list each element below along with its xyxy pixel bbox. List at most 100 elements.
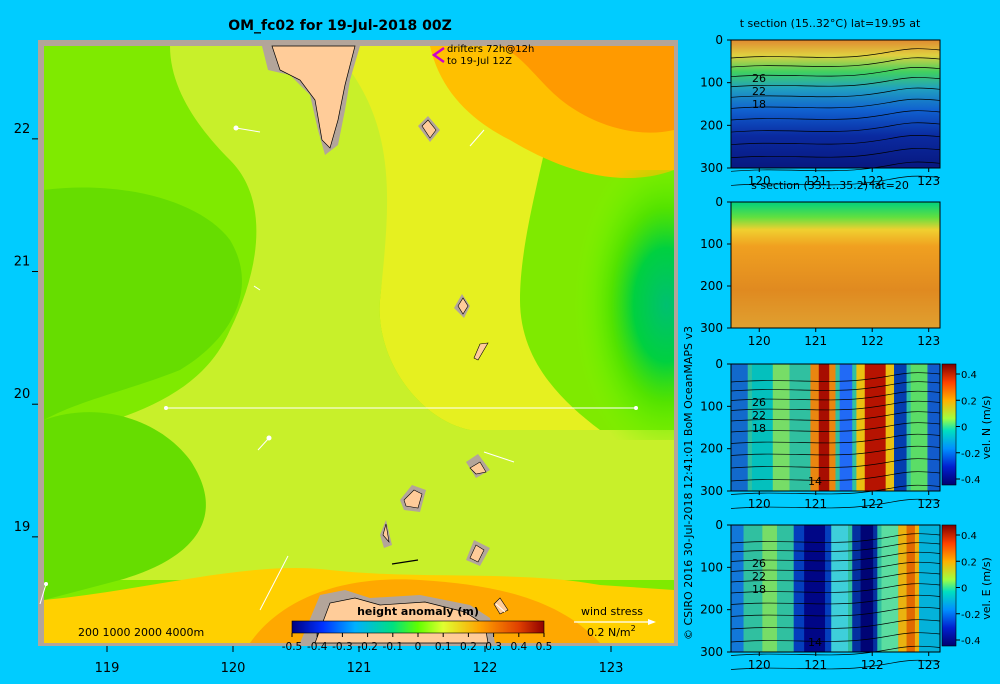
panel-y-tick-label: 300 [700, 484, 723, 498]
drifter-track-1 [235, 127, 261, 133]
drifter-track-4 [257, 437, 270, 451]
velocity-band [804, 525, 826, 652]
wind-label: wind stress [581, 605, 643, 618]
contour-line [730, 458, 941, 469]
panel-y-tick-label: 200 [700, 603, 723, 617]
velocity-band [731, 525, 744, 652]
panel-x-tick-label: 123 [917, 334, 940, 348]
contour-line [730, 632, 941, 643]
colorbar-ticks: -0.5 -0.4 -0.3 -0.2 -0.1 0 0.1 0.2 0.3 0.4 0.5 [282, 633, 552, 653]
panel-y-tick-label: 300 [700, 321, 723, 335]
contour-label: 22 [752, 570, 766, 583]
drifter-track-2 [469, 129, 485, 147]
contour-line [730, 659, 941, 670]
contour-label: 14 [808, 636, 822, 649]
velocity-band [831, 525, 849, 652]
colorbar-tick-label: 0.1 [435, 641, 452, 653]
panel-x-tick-label: 120 [748, 334, 771, 348]
colorbar-tick-label: 0.3 [485, 641, 502, 653]
velocity-band [818, 364, 830, 491]
contour-label: 14 [808, 475, 822, 488]
panel-y-tick-label: 300 [700, 645, 723, 659]
panel-y-tick-label: 100 [700, 560, 723, 574]
panel-x-tick-label: 122 [861, 334, 884, 348]
contour-line [730, 498, 941, 509]
velocity-colorbar-tick-label: 0.2 [961, 396, 977, 407]
drifter-marker-1 [233, 125, 239, 131]
colorbar-tick-label: -0.1 [383, 641, 404, 653]
contour-line [730, 67, 941, 78]
wind-scale-label: 0.2 N/m2 [587, 624, 636, 639]
drifter-track-3 [253, 285, 261, 291]
drifter-markers [44, 125, 272, 586]
drifter-marker-2 [266, 435, 272, 441]
contour-line [730, 110, 941, 121]
island-1 [421, 119, 437, 139]
map-x-tick-label: 121 [347, 661, 372, 676]
panel-x-tick-label: 123 [917, 174, 940, 188]
island-5 [403, 489, 423, 509]
main-map: OM_fc02 for 19-Jul-2018 00Z [14, 18, 678, 676]
panel-x-tick-label: 122 [861, 497, 884, 511]
region-green-southwest [44, 412, 206, 600]
colorbar-tick-label: 0.2 [460, 641, 477, 653]
region-green-west [44, 187, 242, 420]
panel-x-tick-label: 122 [861, 658, 884, 672]
panel-frame [730, 39, 941, 169]
panel-x-tick-label: 121 [804, 497, 827, 511]
contour-label: 18 [752, 583, 766, 596]
contour-line [730, 87, 941, 98]
panel-y-tick-label: 200 [700, 279, 723, 293]
contour-line [730, 411, 941, 422]
velocity-band [772, 364, 790, 491]
contour-line [730, 98, 941, 109]
contour-line [730, 400, 941, 411]
panel-y-tick-label: 0 [715, 518, 723, 532]
section-end-marker [634, 406, 638, 410]
panel-x-tick-label: 120 [748, 497, 771, 511]
region-orange-core [500, 46, 674, 133]
velocity-band [731, 364, 748, 491]
contour-line [730, 471, 941, 482]
contour-line [730, 57, 941, 68]
panel-x-tick-label: 121 [804, 334, 827, 348]
velocity-colorbar-tick-label: 0 [961, 423, 967, 434]
colorbar-tick-label: -0.3 [332, 641, 353, 653]
contour-line [730, 148, 941, 159]
section-start-marker [164, 406, 168, 410]
velocity-band [906, 525, 915, 652]
panel-x-tick-label: 120 [748, 174, 771, 188]
island-8 [391, 559, 419, 565]
contour-line [730, 533, 941, 544]
contour-line [730, 48, 941, 59]
map-x-tick-label: 119 [95, 661, 120, 676]
colorbar-title: height anomaly (m) [357, 605, 479, 618]
panel-field [731, 40, 940, 168]
panel-y-tick-label: 100 [700, 76, 723, 90]
section-panels: t section (15..32°C) lat=19.95 at2622180… [700, 17, 993, 672]
velocity-band [762, 525, 777, 652]
contour-line [730, 433, 941, 444]
contour-line [730, 572, 941, 583]
contour-label: 18 [752, 422, 766, 435]
velocity-colorbar-tick-label: 0 [961, 584, 967, 595]
colorbar [291, 620, 545, 634]
depth-legend: 200 1000 2000 4000m [78, 626, 204, 639]
panel-y-tick-label: 200 [700, 442, 723, 456]
map-x-axis: 119 120 121 122 123 [95, 646, 624, 676]
panel-title: s section (33.1..35.2) lat=20 [751, 179, 909, 192]
panel-x-tick-label: 121 [804, 658, 827, 672]
contour-line [730, 77, 941, 88]
colorbar-tick-label: -0.5 [282, 641, 303, 653]
map-title: OM_fc02 for 19-Jul-2018 00Z [228, 18, 452, 34]
drifters-label-2: to 19-Jul 12Z [447, 56, 512, 67]
panel-y-tick-label: 100 [700, 237, 723, 251]
contour-line [730, 422, 941, 433]
colorbar-tick-label: 0 [415, 641, 422, 653]
contour-line [730, 561, 941, 572]
contour-line [730, 161, 941, 172]
map-x-tick-label: 123 [599, 661, 624, 676]
drifter-track-5 [483, 451, 515, 463]
